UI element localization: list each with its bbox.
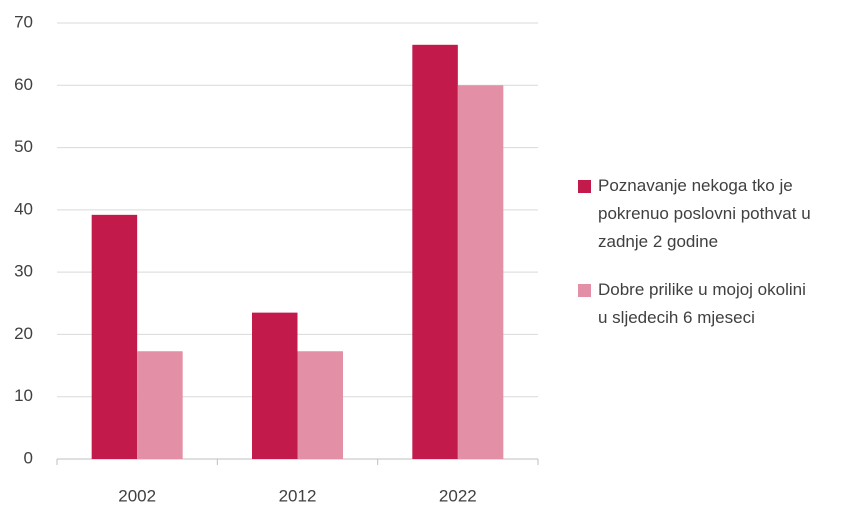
legend-swatch xyxy=(578,180,591,193)
y-tick-label: 10 xyxy=(14,386,33,405)
x-tick-label: 2022 xyxy=(439,486,477,505)
bar xyxy=(137,351,183,459)
y-tick-label: 30 xyxy=(14,262,33,281)
y-tick-label: 60 xyxy=(14,75,33,94)
bar xyxy=(297,351,343,459)
legend-item: Poznavanje nekoga tko je pokrenuo poslov… xyxy=(578,172,858,256)
legend-label: Dobre prilike u mojoj okolini u sljedeci… xyxy=(598,280,806,327)
legend-item: Dobre prilike u mojoj okolini u sljedeci… xyxy=(578,276,858,332)
legend-swatch xyxy=(578,284,591,297)
y-tick-label: 70 xyxy=(14,12,33,31)
legend-label: Poznavanje nekoga tko je pokrenuo poslov… xyxy=(598,176,811,251)
x-tick-label: 2012 xyxy=(279,486,317,505)
bar xyxy=(252,312,298,459)
bar xyxy=(457,85,504,460)
y-tick-label: 20 xyxy=(14,324,33,343)
y-tick-label: 40 xyxy=(14,199,33,218)
y-tick-label: 50 xyxy=(14,137,33,156)
bar xyxy=(91,214,138,459)
y-tick-label: 0 xyxy=(24,448,33,467)
bar xyxy=(412,44,458,460)
x-tick-label: 2002 xyxy=(118,486,156,505)
